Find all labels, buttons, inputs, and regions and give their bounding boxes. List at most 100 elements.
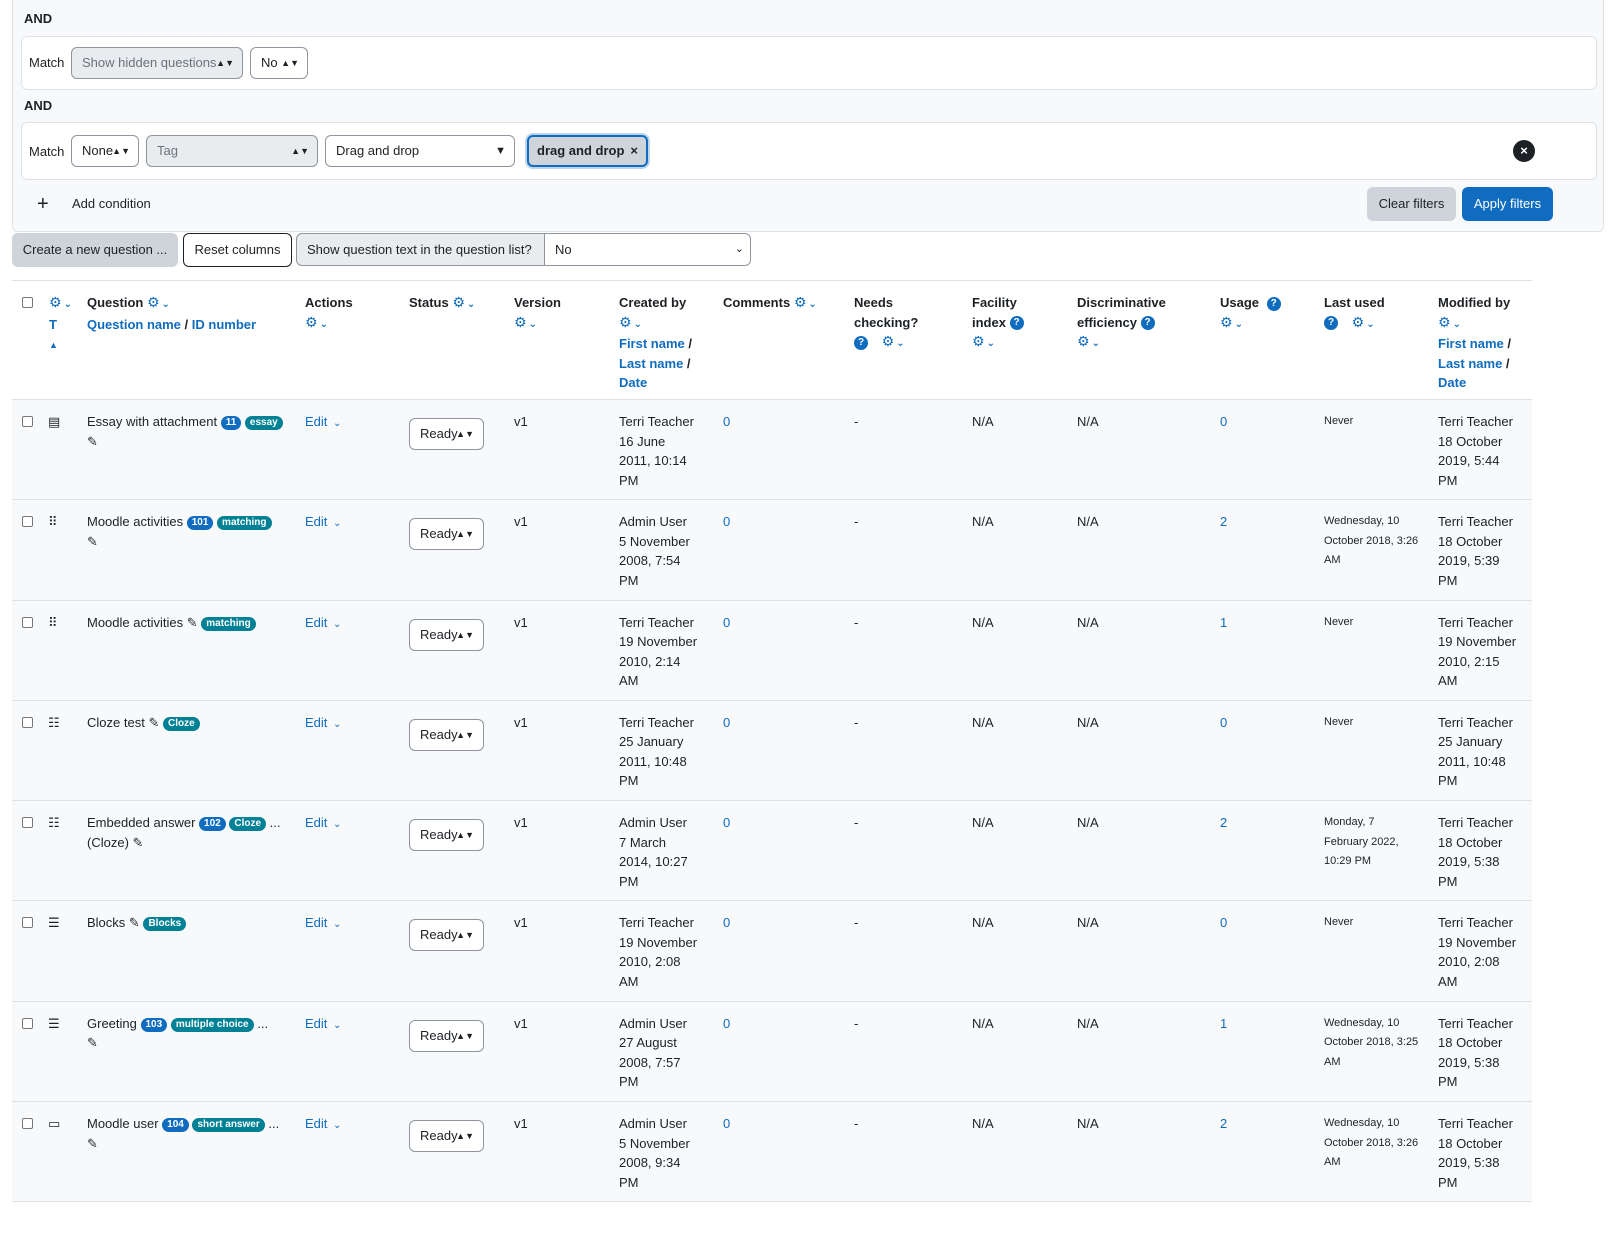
- gear-icon[interactable]: ⚙: [1077, 333, 1090, 349]
- edit-label[interactable]: Edit: [305, 815, 328, 831]
- row-checkbox[interactable]: [22, 817, 33, 829]
- chevron-down-icon[interactable]: ⌄: [63, 299, 72, 310]
- reset-columns-button[interactable]: Reset columns: [183, 233, 292, 267]
- chevron-down-icon[interactable]: ⌄: [1452, 318, 1461, 330]
- gear-icon[interactable]: ⚙: [1351, 313, 1365, 330]
- remove-condition-button[interactable]: ×: [1513, 140, 1535, 162]
- edit-label[interactable]: Edit: [305, 414, 328, 429]
- help-icon[interactable]: ?: [1140, 316, 1155, 331]
- close-icon[interactable]: ×: [630, 143, 638, 158]
- pencil-icon[interactable]: ✎: [148, 714, 160, 730]
- select-all-checkbox[interactable]: [22, 297, 33, 308]
- chevron-down-icon[interactable]: ⌄: [319, 318, 328, 330]
- edit-menu[interactable]: Edit ⌄: [305, 1114, 341, 1136]
- edit-menu[interactable]: Edit ⌄: [305, 512, 341, 534]
- gear-icon[interactable]: ⚙: [146, 294, 160, 310]
- pencil-icon[interactable]: ✎: [186, 614, 198, 630]
- question-name[interactable]: Essay with attachment: [87, 414, 218, 429]
- question-name[interactable]: Moodle activities: [87, 614, 184, 630]
- chevron-down-icon[interactable]: ⌄: [333, 418, 342, 429]
- comments-link[interactable]: 0: [723, 414, 731, 429]
- usage-link[interactable]: 0: [1220, 714, 1228, 730]
- gear-icon[interactable]: ⚙: [452, 294, 465, 310]
- sort-id-number-link[interactable]: ID number: [191, 316, 257, 332]
- usage-link[interactable]: 1: [1220, 1015, 1228, 1031]
- help-icon[interactable]: ?: [1009, 316, 1024, 331]
- question-name[interactable]: Greeting: [87, 1015, 137, 1031]
- question-name[interactable]: Cloze test: [87, 714, 145, 730]
- status-select[interactable]: Ready ▲▼: [409, 718, 484, 751]
- usage-link[interactable]: 1: [1220, 614, 1228, 630]
- chevron-down-icon[interactable]: ⌄: [1234, 318, 1243, 330]
- chevron-down-icon[interactable]: ⌄: [161, 299, 170, 310]
- row-checkbox[interactable]: [22, 416, 33, 427]
- row-checkbox[interactable]: [22, 1118, 33, 1130]
- clear-filters-button[interactable]: Clear filters: [1367, 187, 1456, 221]
- gear-icon[interactable]: ⚙: [305, 313, 318, 330]
- edit-label[interactable]: Edit: [305, 1015, 328, 1031]
- edit-menu[interactable]: Edit ⌄: [305, 713, 341, 735]
- row-checkbox[interactable]: [22, 616, 33, 628]
- row-checkbox[interactable]: [22, 516, 33, 528]
- sort-created-date-link[interactable]: Date: [619, 375, 648, 390]
- comments-link[interactable]: 0: [723, 1015, 731, 1031]
- status-select[interactable]: Ready ▲▼: [409, 618, 484, 651]
- selected-tag-chip[interactable]: drag and drop ×: [527, 135, 648, 167]
- filter-field-select[interactable]: Tag ▲▼: [146, 135, 318, 167]
- help-icon[interactable]: ?: [1324, 316, 1338, 331]
- comments-link[interactable]: 0: [723, 915, 731, 931]
- pencil-icon[interactable]: ✎: [128, 915, 140, 931]
- sort-type-link[interactable]: T: [49, 316, 57, 332]
- gear-icon[interactable]: ⚙: [881, 333, 895, 349]
- comments-link[interactable]: 0: [723, 514, 731, 530]
- chevron-down-icon[interactable]: ⌄: [466, 299, 476, 310]
- chevron-down-icon[interactable]: ⌄: [333, 1120, 342, 1132]
- edit-label[interactable]: Edit: [305, 1116, 328, 1132]
- status-select[interactable]: Ready ▲▼: [409, 418, 484, 450]
- join-type-select[interactable]: None ▲▼: [71, 135, 139, 167]
- tag-autocomplete-select[interactable]: Drag and drop ▼: [325, 135, 515, 167]
- gear-icon[interactable]: ⚙: [1438, 313, 1451, 330]
- col-type[interactable]: ⚙ ⌄ T ▲: [49, 293, 72, 356]
- chevron-down-icon[interactable]: ⌄: [1091, 338, 1100, 349]
- sort-created-first-name-link[interactable]: First name: [619, 336, 685, 351]
- gear-icon[interactable]: ⚙: [793, 294, 807, 310]
- comments-link[interactable]: 0: [723, 714, 731, 730]
- status-select[interactable]: Ready ▲▼: [409, 819, 484, 852]
- chevron-down-icon[interactable]: ⌄: [633, 318, 642, 330]
- pencil-icon[interactable]: ✎: [87, 533, 98, 549]
- usage-link[interactable]: 0: [1220, 915, 1228, 931]
- chevron-down-icon[interactable]: ⌄: [333, 718, 342, 730]
- status-select[interactable]: Ready ▲▼: [409, 1019, 484, 1052]
- gear-icon[interactable]: ⚙: [1220, 313, 1233, 330]
- chevron-down-icon[interactable]: ⌄: [896, 338, 905, 349]
- help-icon[interactable]: ?: [1266, 296, 1281, 311]
- comments-link[interactable]: 0: [723, 815, 731, 831]
- gear-icon[interactable]: ⚙: [514, 313, 527, 330]
- edit-label[interactable]: Edit: [305, 915, 328, 931]
- filter-field-select[interactable]: Show hidden questions ▲▼: [71, 47, 243, 79]
- edit-menu[interactable]: Edit ⌄: [305, 412, 341, 434]
- edit-label[interactable]: Edit: [305, 614, 328, 630]
- plus-icon[interactable]: +: [37, 193, 49, 215]
- row-checkbox[interactable]: [22, 1017, 33, 1029]
- chevron-down-icon[interactable]: ⌄: [1366, 318, 1375, 330]
- comments-link[interactable]: 0: [723, 1116, 731, 1132]
- sort-question-name-link[interactable]: Question name: [87, 316, 181, 332]
- sort-modified-date-link[interactable]: Date: [1438, 375, 1467, 390]
- pencil-icon[interactable]: ✎: [87, 1035, 98, 1051]
- question-name[interactable]: Embedded answer: [87, 815, 196, 831]
- question-name[interactable]: Moodle user: [87, 1116, 159, 1132]
- usage-link[interactable]: 2: [1220, 815, 1228, 831]
- row-checkbox[interactable]: [22, 716, 33, 728]
- gear-icon[interactable]: ⚙: [619, 313, 632, 330]
- sort-created-last-name-link[interactable]: Last name: [619, 355, 684, 371]
- usage-link[interactable]: 0: [1220, 414, 1228, 429]
- edit-label[interactable]: Edit: [305, 514, 328, 530]
- pencil-icon[interactable]: ✎: [87, 433, 98, 449]
- add-condition-link[interactable]: Add condition: [72, 196, 151, 211]
- apply-filters-button[interactable]: Apply filters: [1462, 187, 1553, 221]
- pencil-icon[interactable]: ✎: [132, 834, 144, 850]
- chevron-down-icon[interactable]: ⌄: [333, 919, 342, 931]
- edit-menu[interactable]: Edit ⌄: [305, 613, 341, 635]
